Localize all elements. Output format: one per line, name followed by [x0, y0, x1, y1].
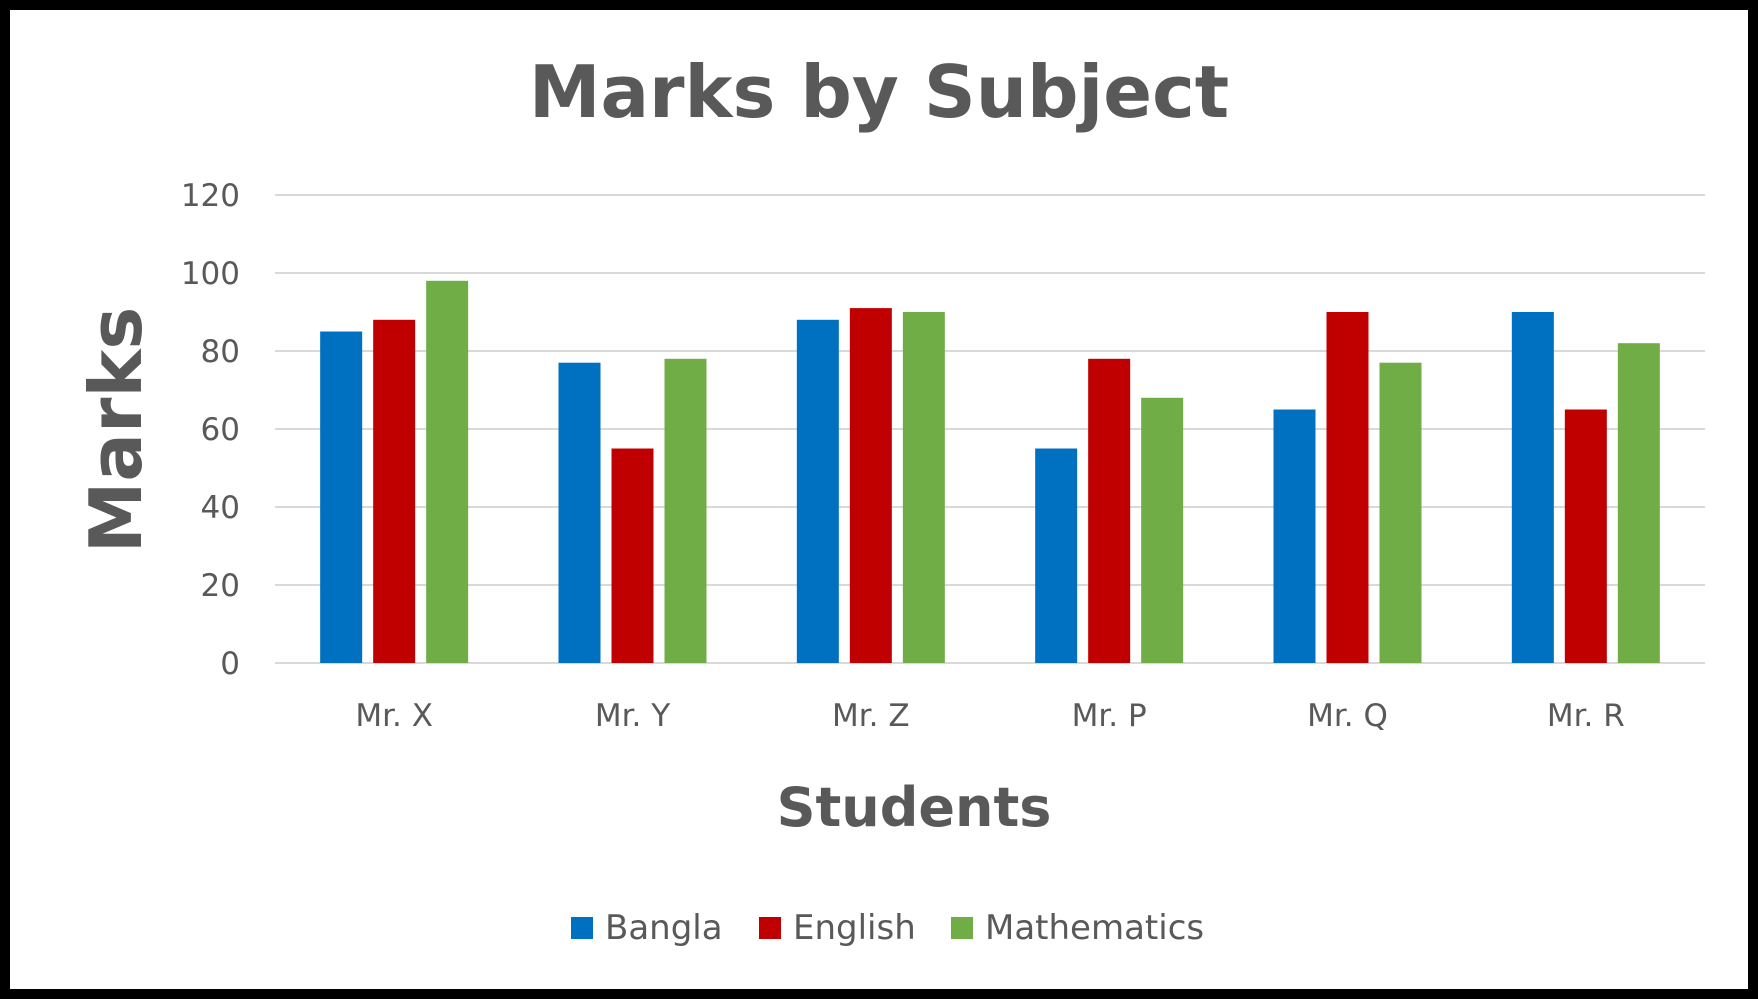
legend-label-english: English — [793, 908, 916, 948]
x-axis-ticks: Mr. X Mr. Y Mr. Z Mr. P Mr. Q Mr. R — [355, 698, 1624, 734]
legend: Bangla English Mathematics — [571, 908, 1204, 948]
x-tick-label: Mr. Z — [832, 698, 910, 734]
bar-bangla-mr-z — [796, 319, 839, 663]
x-tick-label: Mr. P — [1072, 698, 1147, 734]
y-tick-label: 80 — [201, 334, 240, 370]
y-axis-title: Marks — [74, 307, 158, 553]
y-tick-label: 20 — [201, 568, 240, 604]
x-tick-label: Mr. R — [1547, 698, 1625, 734]
bar-english-mr-p — [1088, 358, 1131, 663]
y-tick-label: 40 — [201, 490, 240, 526]
bar-mathematics-mr-p — [1141, 397, 1184, 663]
bar-english-mr-z — [849, 308, 892, 663]
legend-label-bangla: Bangla — [605, 908, 723, 948]
bar-bangla-mr-x — [320, 331, 363, 663]
x-axis-title: Students — [777, 776, 1052, 839]
y-tick-label: 120 — [181, 178, 240, 214]
y-axis-ticks: 0 20 40 60 80 100 120 — [181, 178, 240, 682]
bars — [320, 280, 1660, 663]
y-tick-label: 60 — [201, 412, 240, 448]
y-tick-label: 0 — [220, 646, 240, 682]
gridlines — [275, 194, 1705, 664]
bar-english-mr-y — [611, 448, 654, 663]
bar-english-mr-r — [1564, 409, 1607, 663]
bar-mathematics-mr-z — [902, 312, 945, 663]
legend-swatch-bangla — [571, 917, 593, 939]
bar-mathematics-mr-x — [426, 280, 469, 663]
x-tick-label: Mr. Y — [595, 698, 670, 734]
bar-bangla-mr-p — [1035, 448, 1078, 663]
legend-swatch-mathematics — [951, 917, 973, 939]
x-tick-label: Mr. X — [355, 698, 433, 734]
legend-swatch-english — [759, 917, 781, 939]
bar-mathematics-mr-y — [664, 358, 707, 663]
bar-bangla-mr-y — [558, 362, 601, 663]
bar-english-mr-x — [373, 319, 416, 663]
chart-title: Marks by Subject — [529, 50, 1229, 134]
bar-english-mr-q — [1326, 312, 1369, 663]
y-tick-label: 100 — [181, 256, 240, 292]
legend-label-mathematics: Mathematics — [985, 908, 1204, 948]
x-tick-label: Mr. Q — [1307, 698, 1388, 734]
bar-bangla-mr-q — [1273, 409, 1316, 663]
bar-mathematics-mr-q — [1379, 362, 1422, 663]
bar-bangla-mr-r — [1511, 312, 1554, 663]
bar-mathematics-mr-r — [1617, 343, 1660, 663]
